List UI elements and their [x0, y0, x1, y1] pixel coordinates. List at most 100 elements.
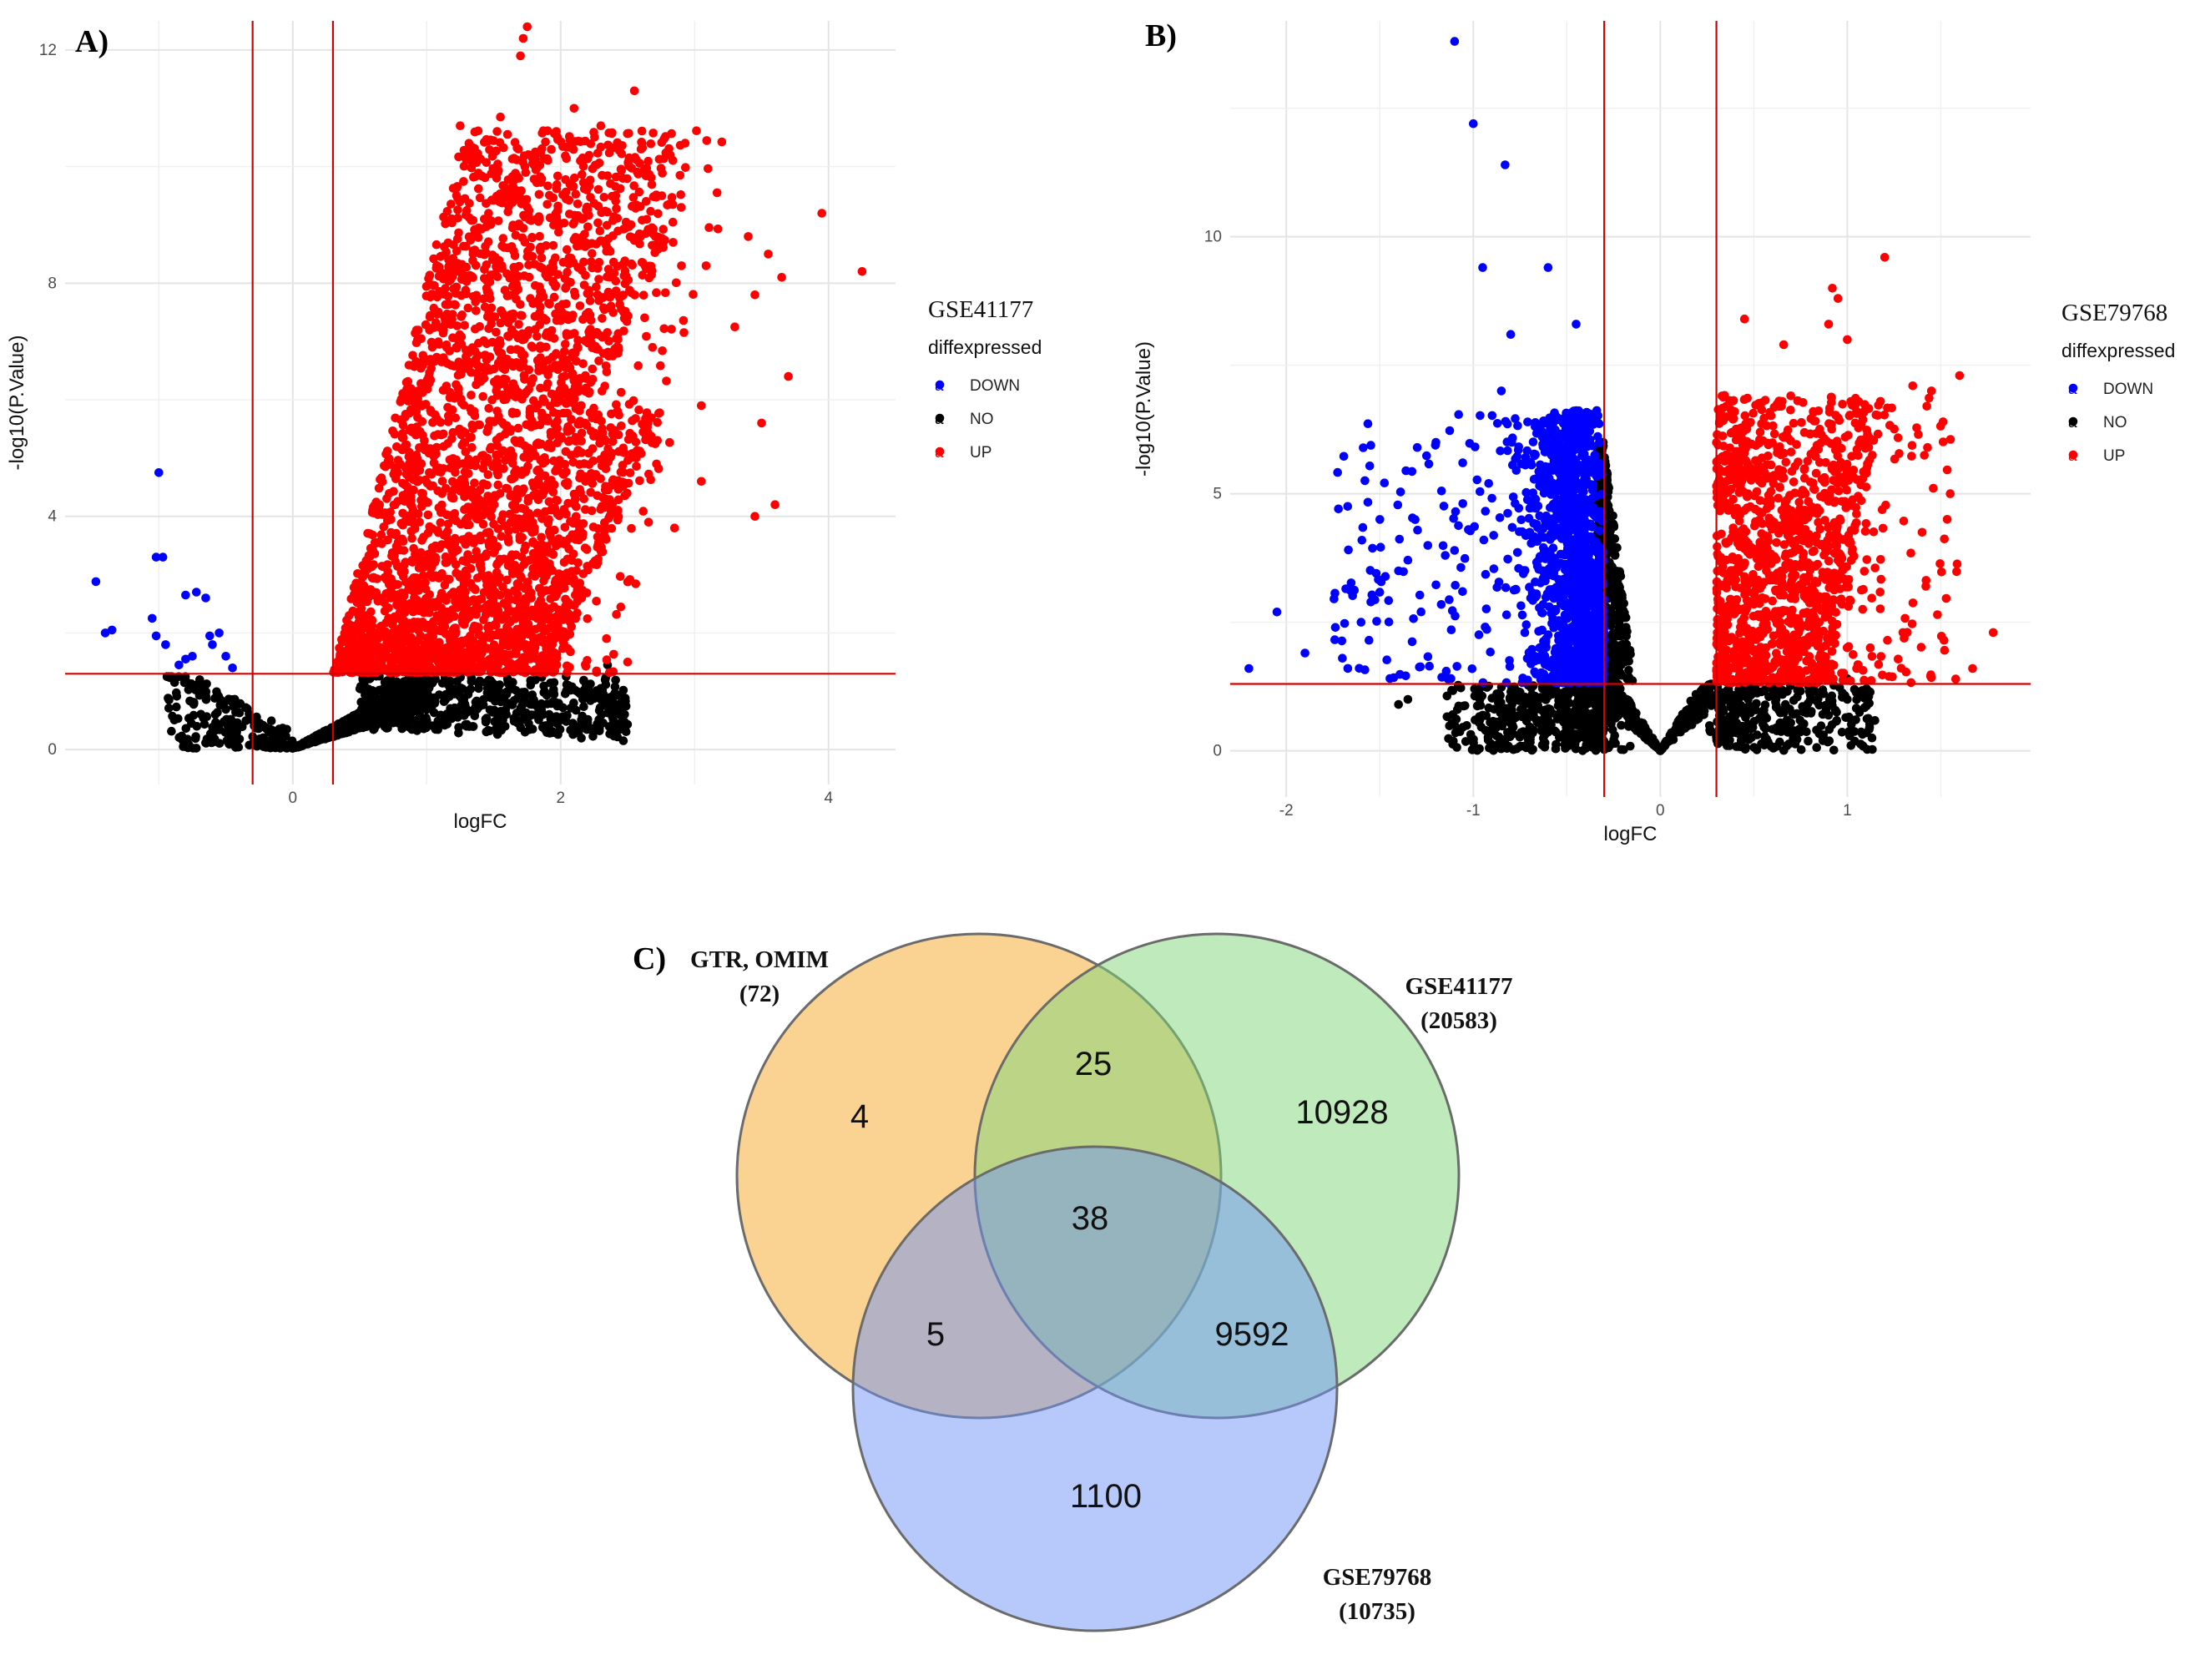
point-up	[677, 261, 686, 270]
point-up	[573, 608, 582, 618]
point-up	[402, 489, 411, 498]
point-up	[467, 391, 476, 400]
point-up	[478, 479, 488, 488]
point-up	[623, 311, 633, 320]
point-up	[617, 305, 626, 314]
point-up	[458, 426, 468, 436]
point-up	[588, 364, 598, 374]
point-no	[443, 680, 453, 689]
point-up	[451, 300, 460, 310]
point-up	[458, 649, 467, 658]
point-no	[174, 733, 184, 742]
point-up	[386, 658, 396, 667]
point-no	[455, 691, 465, 701]
point-up	[376, 530, 386, 539]
point-down	[91, 577, 101, 587]
point-up	[571, 189, 581, 199]
point-up	[575, 301, 585, 310]
point-up	[388, 620, 397, 629]
point-no	[401, 719, 410, 729]
point-up	[454, 228, 463, 238]
point-up	[434, 271, 444, 281]
point-up	[595, 438, 604, 448]
point-up	[648, 266, 657, 275]
point-up	[408, 584, 418, 593]
point-up	[435, 641, 444, 651]
point-up	[535, 320, 544, 330]
point-up	[503, 318, 513, 328]
point-up	[713, 225, 723, 234]
point-up	[452, 516, 461, 526]
point-up	[367, 638, 376, 648]
point-up	[450, 533, 460, 543]
point-up	[390, 429, 400, 439]
point-up	[462, 571, 472, 581]
point-up	[512, 345, 522, 355]
point-up	[630, 290, 639, 300]
point-down	[205, 631, 214, 641]
point-up	[450, 612, 459, 621]
point-up	[522, 330, 532, 341]
point-up	[460, 492, 469, 502]
point-up	[365, 529, 375, 538]
point-up	[479, 552, 488, 562]
point-up	[447, 199, 456, 209]
point-no	[481, 678, 491, 688]
point-up	[464, 232, 474, 242]
point-up	[606, 179, 615, 189]
point-up	[431, 318, 441, 328]
point-up	[625, 232, 635, 242]
point-up	[502, 129, 512, 139]
point-up	[617, 149, 627, 159]
point-up	[534, 189, 544, 199]
point-up	[582, 383, 591, 393]
point-up	[550, 578, 560, 588]
point-up	[567, 254, 576, 263]
point-up	[581, 505, 590, 514]
point-up	[486, 444, 495, 454]
point-up	[451, 267, 460, 277]
point-up	[461, 615, 471, 625]
point-up	[390, 551, 399, 561]
point-up	[596, 545, 606, 555]
point-up	[567, 182, 577, 191]
point-up	[662, 376, 671, 386]
point-up	[492, 457, 502, 466]
point-up	[609, 649, 618, 659]
point-no	[380, 696, 389, 706]
point-up	[412, 454, 422, 463]
point-up	[630, 153, 640, 162]
point-up	[512, 438, 522, 447]
point-up	[346, 594, 356, 603]
point-up	[473, 126, 483, 136]
point-up	[583, 308, 593, 317]
point-down	[148, 613, 157, 623]
point-up	[638, 215, 647, 225]
point-no	[191, 734, 200, 744]
point-up	[582, 588, 592, 598]
point-up	[452, 182, 462, 192]
point-up	[487, 250, 497, 260]
point-up	[540, 507, 550, 517]
point-up	[614, 411, 623, 420]
point-up	[482, 427, 492, 436]
point-up	[471, 260, 481, 270]
series-no	[162, 660, 633, 753]
point-up	[542, 665, 553, 674]
point-up	[512, 633, 522, 643]
point-up	[434, 626, 443, 635]
point-no	[615, 705, 624, 715]
point-no	[227, 695, 237, 704]
point-up	[459, 145, 469, 155]
point-up	[469, 505, 479, 514]
point-no	[231, 743, 240, 752]
point-down	[214, 628, 224, 638]
point-up	[593, 184, 603, 194]
point-up	[588, 522, 598, 532]
point-up	[468, 215, 478, 225]
point-no	[509, 714, 519, 723]
point-up	[527, 416, 537, 426]
point-up	[449, 284, 458, 294]
point-up	[634, 405, 643, 415]
point-up	[570, 287, 579, 297]
